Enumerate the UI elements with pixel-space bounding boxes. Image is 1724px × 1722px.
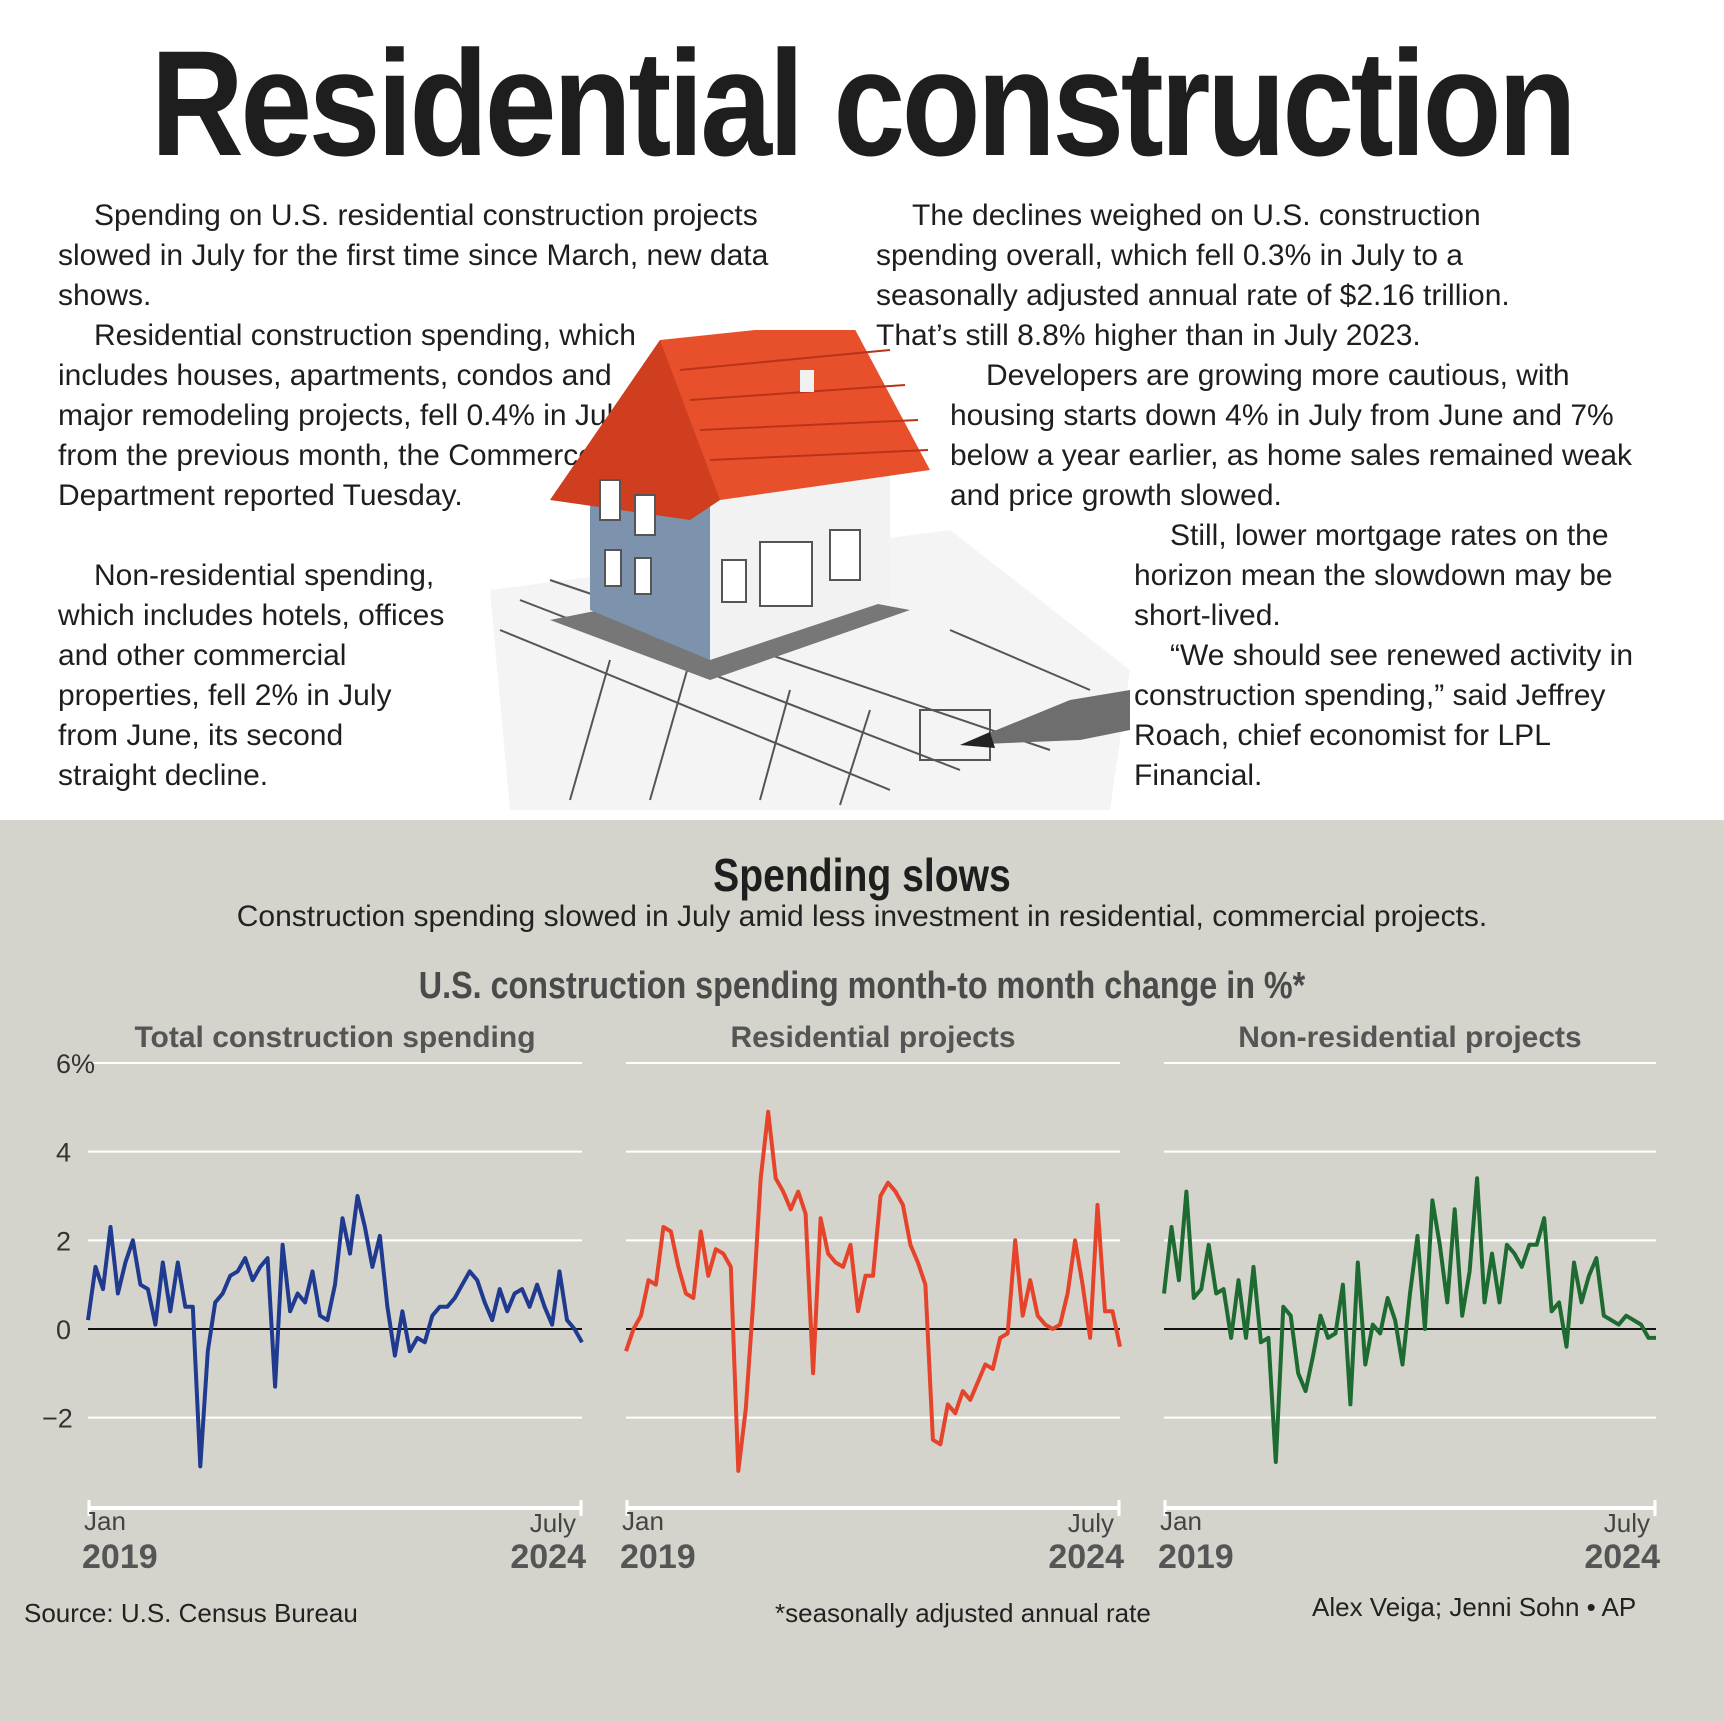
y-tick-label: 4 [56,1138,71,1168]
pencil-icon [960,690,1130,748]
article-paragraph: Still, lower mortgage rates on the horiz… [1134,519,1613,632]
article-right-column: The declines weighed on U.S. constructio… [876,196,1656,356]
x-end-month-label: July [1068,1508,1114,1538]
article-right-column-2: Developers are growing more cautious, wi… [950,356,1650,516]
panel-title: Residential projects [730,1021,1015,1054]
article-paragraph: Developers are growing more cautious, wi… [950,359,1633,512]
x-end-year-label: 2024 [1584,1538,1660,1576]
article-left-column-2: Residential construction spending, which… [58,316,718,516]
article-right-column-3: Still, lower mortgage rates on the horiz… [1134,516,1674,796]
article-paragraph: Residential construction spending, which… [58,319,636,512]
x-start-year-label: 2019 [1158,1538,1234,1576]
house-illustration [490,330,1130,810]
y-tick-label: 0 [56,1315,71,1345]
series-line [86,1194,584,1469]
x-start-month-label: Jan [84,1506,126,1536]
y-tick-label: 6% [56,1049,95,1079]
chart-section-subheading: Construction spending slowed in July ami… [236,900,1488,933]
chart-section-heading: Spending slows [713,849,1011,901]
credit-line: Alex Veiga; Jenni Sohn • AP [1312,1592,1637,1622]
article-left-column: Spending on U.S. residential constructio… [58,196,848,316]
article-left-column-3: Non-residential spending, which includes… [58,556,458,796]
x-end-year-label: 2024 [1048,1538,1124,1576]
x-start-year-label: 2019 [620,1538,696,1576]
panel-title: Non-residential projects [1238,1021,1581,1054]
x-end-month-label: July [530,1508,576,1538]
x-start-month-label: Jan [622,1506,664,1536]
page-title: Residential construction [150,19,1577,187]
x-start-month-label: Jan [1160,1506,1202,1536]
article-paragraph: “We should see renewed activity in const… [1134,639,1634,792]
x-end-year-label: 2024 [510,1538,586,1576]
x-end-month-label: July [1604,1508,1650,1538]
panel-title: Total construction spending [134,1021,535,1054]
y-tick-label: −2 [42,1404,73,1434]
footnote: *seasonally adjusted annual rate [775,1598,1151,1628]
chart-title: U.S. construction spending month-to mont… [418,965,1306,1007]
y-tick-label: 2 [56,1226,71,1256]
series-line [1162,1176,1656,1464]
article-paragraph: Non-residential spending, which includes… [58,559,445,792]
article-paragraph: Spending on U.S. residential constructio… [58,199,769,312]
source-note: Source: U.S. Census Bureau [24,1598,358,1628]
article-paragraph: The declines weighed on U.S. constructio… [876,199,1510,352]
series-line [624,1109,1122,1473]
x-start-year-label: 2019 [82,1538,158,1576]
